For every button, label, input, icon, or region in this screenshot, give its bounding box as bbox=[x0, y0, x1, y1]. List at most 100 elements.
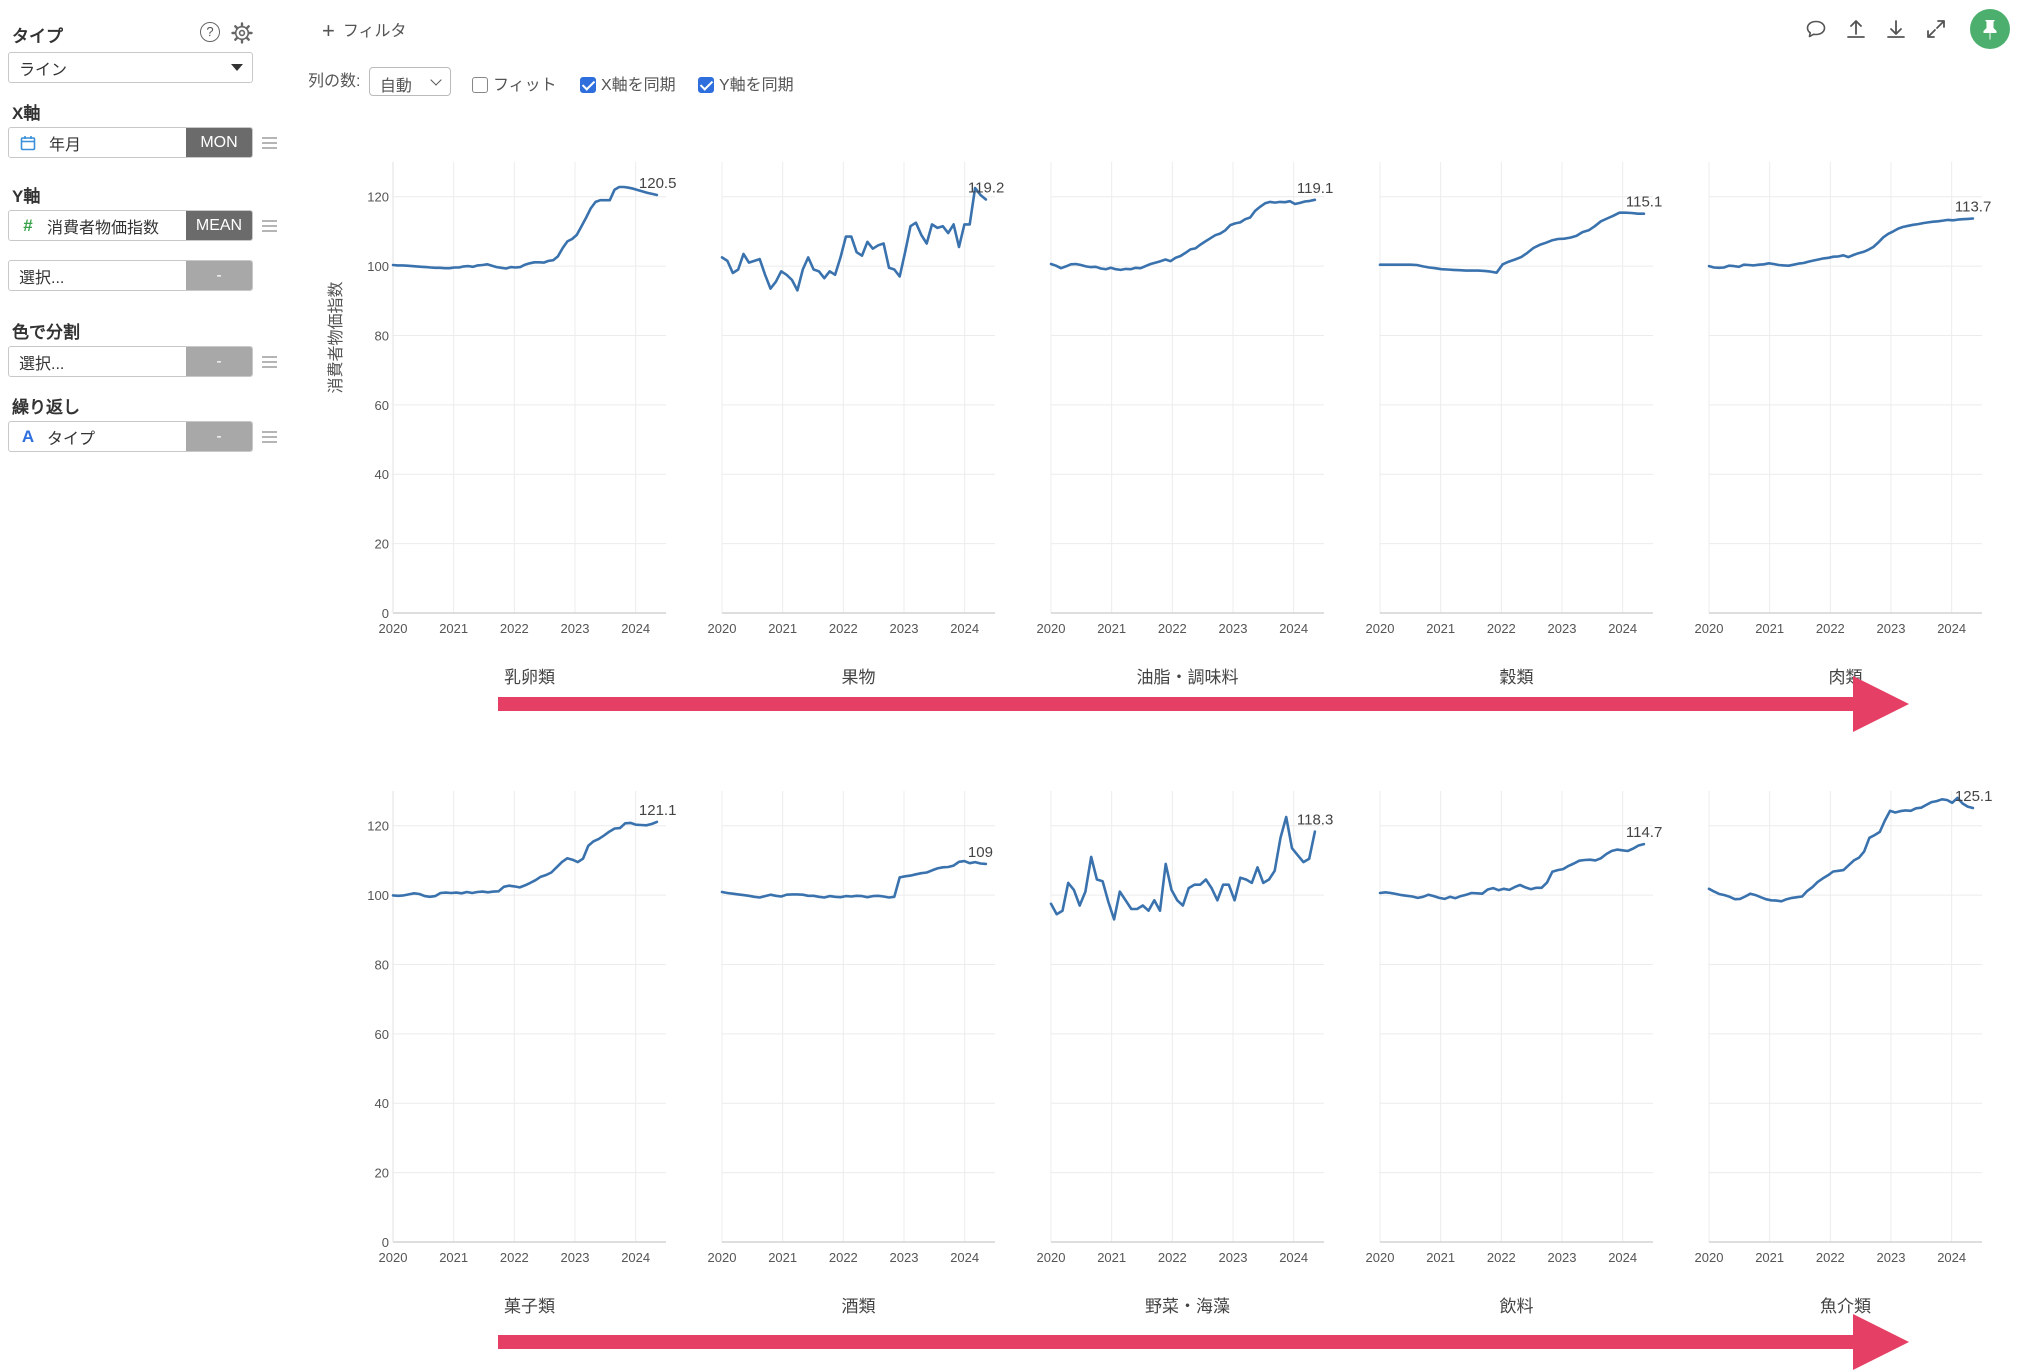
series-line bbox=[391, 185, 659, 270]
x-tick-label: 2021 bbox=[439, 1250, 468, 1265]
columns-value: 自動 bbox=[379, 78, 412, 96]
help-icon[interactable]: ? bbox=[200, 22, 220, 42]
y-axis-field[interactable]: # 消費者物価指数 MEAN bbox=[8, 210, 253, 241]
x-tick-label: 2024 bbox=[621, 621, 650, 636]
y-field-name: 消費者物価指数 bbox=[47, 219, 160, 237]
x-tick-label: 2023 bbox=[561, 1250, 590, 1265]
add-filter-button[interactable]: + フィルタ bbox=[322, 17, 407, 44]
y-tick-label: 0 bbox=[382, 606, 389, 621]
y-aggregation-button[interactable]: MEAN bbox=[186, 211, 252, 240]
x-tick-label: 2022 bbox=[829, 1250, 858, 1265]
x-tick-label: 2024 bbox=[621, 1250, 650, 1265]
chart-type-select[interactable]: ライン bbox=[8, 52, 253, 83]
y-tick-label: 80 bbox=[375, 328, 389, 343]
repeat-aggregation-button[interactable]: - bbox=[186, 422, 252, 451]
y-extra-placeholder: 選択... bbox=[19, 269, 65, 287]
x-tick-label: 2020 bbox=[1366, 621, 1395, 636]
y-tick-label: 20 bbox=[375, 537, 389, 552]
y-axis-label: Y軸 bbox=[12, 187, 41, 206]
type-section-label: タイプ bbox=[12, 27, 63, 46]
series-line bbox=[1378, 211, 1646, 275]
plus-icon: + bbox=[322, 18, 335, 43]
series-line bbox=[720, 859, 988, 899]
x-tick-label: 2023 bbox=[1219, 621, 1248, 636]
facet-label: 菓子類 bbox=[504, 1297, 555, 1316]
comment-icon[interactable] bbox=[1804, 17, 1828, 41]
x-tick-label: 2020 bbox=[379, 621, 408, 636]
y-tick-label: 100 bbox=[367, 888, 389, 903]
y-tick-label: 60 bbox=[375, 1027, 389, 1042]
x-tick-label: 2021 bbox=[1755, 1250, 1784, 1265]
y-field-menu-icon[interactable] bbox=[262, 217, 277, 235]
repeat-label: 繰り返し bbox=[12, 398, 80, 417]
sync-y-checkbox[interactable]: Y軸を同期 bbox=[698, 71, 794, 95]
x-tick-label: 2021 bbox=[1097, 1250, 1126, 1265]
x-field-menu-icon[interactable] bbox=[262, 134, 277, 152]
facet-label: 穀類 bbox=[1500, 668, 1534, 687]
x-tick-label: 2022 bbox=[1816, 621, 1845, 636]
x-tick-label: 2022 bbox=[500, 621, 529, 636]
columns-label: 列の数: bbox=[308, 73, 361, 90]
end-value-label: 109 bbox=[968, 844, 993, 861]
caret-down-icon bbox=[231, 64, 243, 71]
facet-label: 果物 bbox=[842, 668, 876, 687]
sync-y-check-box[interactable] bbox=[698, 77, 714, 93]
facet-label: 乳卵類 bbox=[504, 668, 555, 687]
expand-icon[interactable] bbox=[1924, 17, 1948, 41]
x-axis-label: X軸 bbox=[12, 104, 41, 123]
x-tick-label: 2020 bbox=[1366, 1250, 1395, 1265]
y-axis-title: 消費者物価指数 bbox=[327, 281, 345, 393]
x-tick-label: 2024 bbox=[1937, 1250, 1966, 1265]
color-aggregation-button[interactable]: - bbox=[186, 347, 252, 376]
x-tick-label: 2024 bbox=[1279, 621, 1308, 636]
gear-icon[interactable] bbox=[231, 22, 253, 44]
x-axis-field[interactable]: 年月 MON bbox=[8, 127, 253, 158]
sync-x-check-box[interactable] bbox=[580, 77, 596, 93]
x-tick-label: 2024 bbox=[1279, 1250, 1308, 1265]
sync-x-checkbox[interactable]: X軸を同期 bbox=[580, 71, 676, 95]
y-tick-label: 120 bbox=[367, 190, 389, 205]
pin-icon bbox=[1983, 20, 1997, 40]
y-tick-label: 40 bbox=[375, 1096, 389, 1111]
x-tick-label: 2023 bbox=[1548, 1250, 1577, 1265]
x-tick-label: 2022 bbox=[1487, 621, 1516, 636]
x-tick-label: 2021 bbox=[1426, 1250, 1455, 1265]
x-field-name: 年月 bbox=[49, 136, 82, 154]
x-aggregation-button[interactable]: MON bbox=[186, 128, 252, 157]
y-extra-aggregation-button[interactable]: - bbox=[186, 261, 252, 290]
end-value-label: 115.1 bbox=[1626, 194, 1662, 211]
repeat-field[interactable]: A タイプ - bbox=[8, 421, 253, 452]
y-tick-label: 100 bbox=[367, 259, 389, 274]
x-tick-label: 2024 bbox=[950, 621, 979, 636]
download-icon[interactable] bbox=[1884, 17, 1908, 41]
series-line bbox=[720, 186, 988, 292]
color-split-label: 色で分割 bbox=[12, 323, 80, 342]
columns-select[interactable]: 自動 bbox=[368, 67, 451, 97]
x-tick-label: 2023 bbox=[1877, 621, 1906, 636]
chart-type-value: ライン bbox=[19, 61, 68, 79]
color-split-field[interactable]: 選択... - bbox=[8, 346, 253, 377]
x-tick-label: 2024 bbox=[1608, 621, 1637, 636]
fit-check-box[interactable] bbox=[472, 77, 488, 93]
x-tick-label: 2022 bbox=[829, 621, 858, 636]
x-tick-label: 2020 bbox=[1695, 621, 1724, 636]
color-field-menu-icon[interactable] bbox=[262, 353, 277, 371]
x-tick-label: 2023 bbox=[1877, 1250, 1906, 1265]
x-tick-label: 2023 bbox=[1548, 621, 1577, 636]
end-value-label: 118.3 bbox=[1297, 812, 1333, 829]
x-tick-label: 2022 bbox=[500, 1250, 529, 1265]
facet-label: 魚介類 bbox=[1820, 1297, 1871, 1316]
x-tick-label: 2022 bbox=[1158, 621, 1187, 636]
y-axis-extra-field[interactable]: 選択... - bbox=[8, 260, 253, 291]
y-tick-label: 80 bbox=[375, 957, 389, 972]
repeat-field-menu-icon[interactable] bbox=[262, 428, 277, 446]
upload-icon[interactable] bbox=[1844, 17, 1868, 41]
fit-checkbox[interactable]: フィット bbox=[472, 71, 557, 95]
end-value-label: 114.7 bbox=[1626, 824, 1662, 841]
pin-button[interactable] bbox=[1970, 9, 2010, 49]
series-line bbox=[1378, 842, 1646, 901]
facet-label: 飲料 bbox=[1500, 1297, 1534, 1316]
x-tick-label: 2023 bbox=[890, 1250, 919, 1265]
y-tick-label: 0 bbox=[382, 1235, 389, 1250]
end-value-label: 120.5 bbox=[639, 175, 677, 192]
